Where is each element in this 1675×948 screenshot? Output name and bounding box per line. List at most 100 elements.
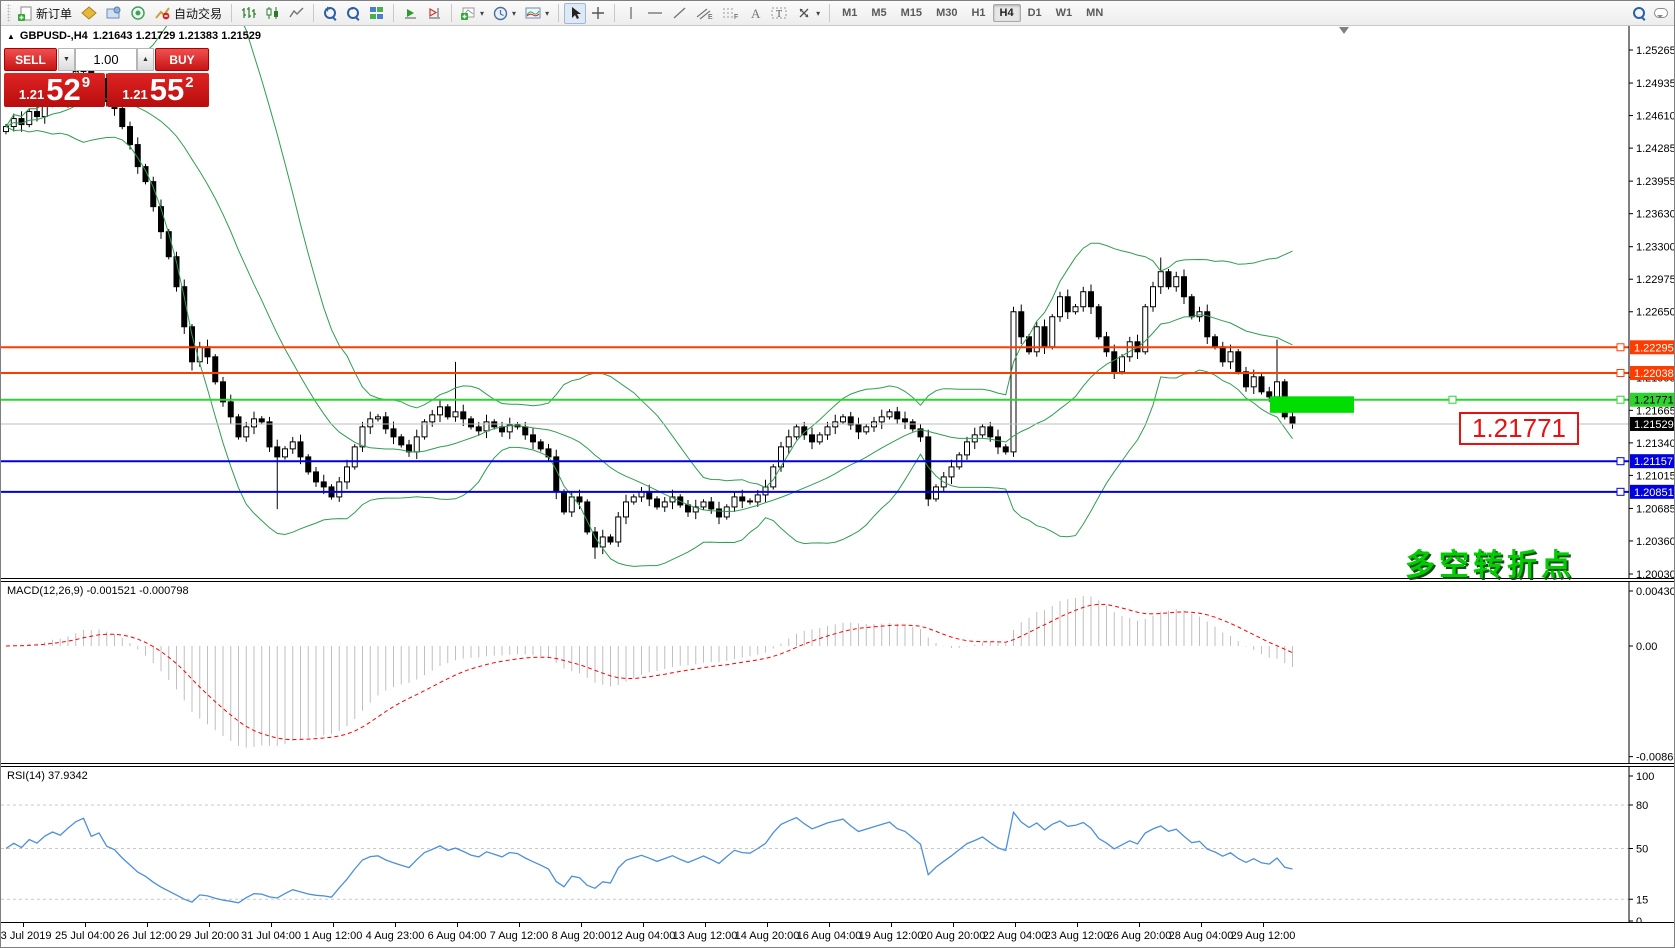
svg-text:1.21529: 1.21529 [1634,419,1674,431]
time-tick [1263,923,1264,927]
main-chart-panel[interactable]: 1.25265 1.24935 1.24610 1.24285 1.23955 1.236… [1,26,1675,582]
turning-point-annotation[interactable]: 多空转折点 [1405,549,1575,582]
time-tick [333,923,334,927]
market-watch-icon [81,6,97,20]
arrows-button[interactable]: ▾ [793,3,824,24]
text-label-button[interactable]: T [767,3,792,24]
timeframe-button-h4[interactable]: H4 [992,4,1021,22]
time-label: 26 Jul 12:00 [117,930,177,942]
svg-text:1.23300: 1.23300 [1636,242,1675,254]
tile-windows-button[interactable] [365,3,388,24]
svg-text:1.21015: 1.21015 [1636,470,1675,482]
periods-button[interactable]: ▾ [489,3,520,24]
time-label: 25 Jul 04:00 [55,930,115,942]
sell-price-display[interactable]: 1.21 52 9 [4,73,105,107]
time-tick [581,923,582,927]
svg-text:0.004301: 0.004301 [1636,586,1675,598]
horizontal-line-button[interactable] [643,3,667,24]
panel-splitter[interactable] [1,763,1674,767]
time-axis[interactable]: 23 Jul 2019 25 Jul 04:00 26 Jul 12:00 29 Ju… [0,922,1674,947]
auto-scroll-button[interactable] [399,3,422,24]
cursor-button[interactable] [564,2,587,24]
svg-text:1.22975: 1.22975 [1636,274,1675,286]
timeframe-button-d1[interactable]: D1 [1027,7,1042,19]
one-click-trading-panel: SELL ▼ 1.00 ▲ BUY 1.21 52 9 1.21 55 2 [4,48,209,108]
indicators-button[interactable]: ▾ [457,3,488,24]
svg-text:1.20685: 1.20685 [1636,503,1675,515]
templates-button[interactable]: ▾ [521,3,553,24]
channel-icon: E [696,8,713,20]
timeframe-button-m30[interactable]: M30 [936,7,958,19]
rsi-panel[interactable]: 100 80 50 15 0 RSI(14) 37.9342 [1,767,1674,922]
strategy-signal-button[interactable] [127,3,150,24]
volume-decrease-button[interactable]: ▼ [58,48,75,71]
macd-panel[interactable]: 0.004301 0.00 -0.008651 MACD(12,26,9) -0.0… [1,582,1675,763]
timeframe-button-m15[interactable]: M15 [900,7,923,19]
buy-button[interactable]: BUY [155,48,209,71]
svg-text:1.21157: 1.21157 [1634,456,1673,468]
timeframe-button-m1[interactable]: M1 [842,7,858,19]
data-window-button[interactable] [102,3,126,24]
time-label: 31 Jul 04:00 [241,930,301,942]
svg-text:1.20030: 1.20030 [1636,569,1675,578]
time-tick [953,923,954,927]
svg-text:1.22650: 1.22650 [1636,307,1675,319]
autotrading-button[interactable]: 自动交易 [151,3,226,24]
sell-price-main: 52 [46,72,81,107]
time-label: 16 Aug 04:00 [796,930,862,942]
time-label: 23 Jul 2019 [0,930,52,942]
volume-input[interactable]: 1.00 [75,48,137,71]
channel-button[interactable]: E [692,3,717,24]
chart-shift-button[interactable] [423,3,446,24]
time-label: 12 Aug 04:00 [610,930,676,942]
text-button[interactable]: A [744,3,766,24]
zoom-out-icon: − [347,4,360,19]
ohlc-values: 1.21643 1.21729 1.21383 1.21529 [92,30,261,42]
panel-splitter[interactable] [1,578,1674,582]
timeframe-button-m5[interactable]: M5 [871,7,887,19]
trendline-icon [673,7,686,19]
timeframe-group: M1 M5 M15 M30 H1 H4 D1 W1 MN [835,4,1110,22]
new-order-button[interactable]: 新订单 [14,3,76,24]
price-callout-box[interactable]: 1.21771 [1459,412,1579,445]
text-label-icon: T [771,7,787,20]
time-tick [1015,923,1016,927]
svg-text:F: F [734,14,738,20]
fibonacci-button[interactable]: F [718,3,743,24]
svg-text:1.22295: 1.22295 [1634,342,1674,354]
time-label: 20 Aug 20:00 [920,930,986,942]
svg-text:1.20360: 1.20360 [1636,536,1675,548]
trendline-button[interactable] [668,3,691,24]
autotrading-label: 自动交易 [174,6,223,21]
search-icon [1633,7,1645,19]
sell-button[interactable]: SELL [4,48,57,71]
toolbar-grip[interactable] [7,4,11,22]
buy-price-prefix: 1.21 [122,87,148,102]
volume-increase-button[interactable]: ▲ [137,48,154,71]
new-order-label: 新订单 [36,6,73,21]
buy-price-display[interactable]: 1.21 55 2 [107,73,209,107]
candlestick-chart-button[interactable] [261,3,284,24]
line-chart-icon [289,7,304,18]
crosshair-button[interactable] [587,3,609,24]
timeframe-button-w1[interactable]: W1 [1055,7,1073,19]
timeframe-button-h1[interactable]: H1 [971,7,986,19]
zoom-in-button[interactable]: + [319,3,341,24]
bar-chart-button[interactable] [237,3,260,24]
time-tick [271,923,272,927]
timeframe-button-mn[interactable]: MN [1086,7,1104,19]
search-button[interactable] [1628,3,1650,24]
vertical-line-button[interactable] [620,3,642,24]
chat-button[interactable] [1650,3,1672,24]
time-label: 26 Aug 20:00 [1106,930,1172,942]
market-watch-button[interactable] [77,3,101,24]
svg-text:1.24610: 1.24610 [1636,111,1675,123]
macd-label: MACD(12,26,9) -0.001521 -0.000798 [7,585,189,597]
zoom-out-button[interactable]: − [342,3,364,24]
crosshair-icon [592,7,605,19]
collapse-icon[interactable]: ▲ [7,31,15,41]
rsi-label: RSI(14) 37.9342 [7,770,88,782]
line-chart-button[interactable] [285,3,308,24]
svg-text:T: T [776,9,782,20]
fibonacci-icon: F [723,8,738,20]
